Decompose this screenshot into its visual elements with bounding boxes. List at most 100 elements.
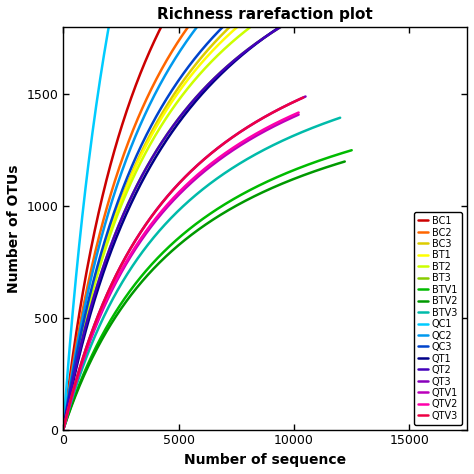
QT1 [228, 63, 233, 68]
Line: BTV3: BTV3 [63, 118, 340, 429]
Line: BC2: BC2 [63, 0, 451, 429]
QTV3 [169, 188, 174, 194]
BTV1 [253, 184, 259, 190]
Legend: BC1, BC2, BC3, BT1, BT2, BT3, BTV1, BTV2, BTV3, QC1, QC2, QC3, QT1, QT2, QT3, QT: BC1, BC2, BC3, BT1, BT2, BT3, BTV1, BTV2… [414, 212, 462, 425]
BTV3 [224, 169, 229, 175]
BTV3 [269, 143, 274, 149]
Line: QT3: QT3 [63, 97, 306, 429]
BTV2 [273, 184, 278, 190]
QTV3 [241, 127, 247, 132]
BC3 [118, 199, 123, 204]
QTV1 [237, 143, 243, 148]
QTV1 [218, 156, 223, 162]
QT2 [196, 91, 202, 97]
BT2 [60, 427, 66, 432]
QTV2 [218, 154, 223, 159]
QTV1 [60, 427, 66, 432]
BTV2 [110, 318, 116, 324]
QT3 [222, 140, 228, 146]
BC3 [60, 427, 66, 432]
BC3 [144, 139, 149, 145]
QC2 [122, 162, 128, 167]
BTV1 [349, 147, 355, 153]
BT3 [60, 427, 66, 432]
QT1 [155, 150, 161, 156]
BTV3 [337, 115, 343, 120]
Line: QC3: QC3 [63, 0, 398, 429]
QT3 [203, 155, 209, 161]
BT3 [196, 91, 202, 97]
QT2 [286, 19, 292, 25]
BT3 [113, 228, 119, 234]
BT3 [286, 19, 292, 25]
Line: BC1: BC1 [63, 0, 456, 429]
QTV3 [202, 156, 208, 162]
QC3 [119, 187, 125, 192]
Title: Richness rarefaction plot: Richness rarefaction plot [157, 7, 373, 22]
BT1 [60, 427, 66, 432]
QT2 [237, 53, 243, 58]
Line: QT1: QT1 [63, 0, 432, 429]
Line: QC2: QC2 [63, 0, 410, 429]
QT2 [60, 427, 66, 432]
BT3 [137, 176, 143, 182]
QTV2 [102, 301, 108, 306]
Line: BC3: BC3 [63, 0, 386, 429]
BT2 [244, 27, 250, 33]
Line: BT1: BT1 [63, 0, 382, 429]
BTV1 [111, 311, 117, 317]
QT1 [126, 206, 131, 212]
BC3 [207, 46, 212, 51]
BTV2 [342, 159, 347, 164]
BTV3 [109, 297, 115, 303]
QT3 [103, 293, 109, 299]
QC1 [60, 427, 66, 432]
QC3 [60, 427, 66, 432]
BTV1 [230, 196, 236, 202]
BTV2 [226, 207, 232, 212]
BT2 [201, 66, 207, 72]
BT1 [204, 54, 210, 59]
QTV3 [301, 95, 306, 100]
QTV2 [296, 109, 301, 115]
BTV3 [132, 260, 137, 266]
QT1 [60, 427, 66, 432]
QC2 [60, 427, 66, 432]
Line: QTV2: QTV2 [63, 112, 299, 429]
QC3 [146, 127, 152, 132]
BTV3 [60, 427, 66, 432]
BT2 [268, 9, 274, 15]
Line: QTV3: QTV3 [63, 98, 303, 429]
Line: BT2: BT2 [63, 0, 375, 429]
QTV2 [121, 263, 127, 269]
QT1 [278, 23, 283, 29]
BTV1 [278, 173, 283, 179]
Line: BTV1: BTV1 [63, 150, 352, 429]
QT3 [170, 187, 176, 193]
BT3 [261, 35, 266, 41]
X-axis label: Number of sequence: Number of sequence [184, 453, 346, 467]
QT1 [307, 6, 313, 11]
BC1 [130, 91, 136, 97]
Line: QT2: QT2 [63, 0, 363, 429]
BTV1 [135, 278, 140, 284]
Line: QTV1: QTV1 [63, 115, 299, 429]
QTV2 [237, 140, 243, 146]
QC2 [217, 0, 223, 2]
QT3 [303, 94, 309, 100]
BC2 [160, 64, 166, 70]
BTV1 [191, 223, 197, 228]
Line: BTV2: BTV2 [63, 162, 345, 429]
BT1 [248, 13, 254, 18]
QTV3 [221, 141, 227, 146]
QTV2 [167, 199, 173, 205]
BC3 [251, 3, 256, 9]
BC1 [60, 427, 66, 432]
QTV1 [121, 265, 127, 271]
BTV1 [60, 427, 66, 432]
BT1 [142, 145, 148, 150]
BT2 [140, 154, 146, 160]
BTV2 [188, 233, 193, 238]
Y-axis label: Number of OTUs: Number of OTUs [7, 164, 21, 293]
QT2 [113, 228, 119, 234]
